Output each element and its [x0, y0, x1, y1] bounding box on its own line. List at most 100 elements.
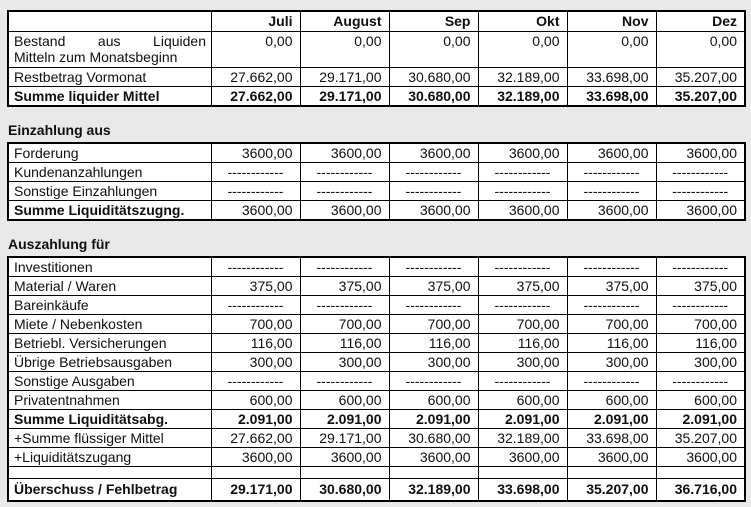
dash-cell: ------------	[388, 256, 479, 277]
value-cell: 375,00	[299, 276, 390, 296]
table-row: Summe Liquiditätsabg. 2.091,00 2.091,00 2.0…	[7, 409, 746, 429]
row-label: Miete / Nebenkosten	[7, 314, 212, 334]
dash-cell: ------------	[388, 371, 479, 391]
dash-cell: ------------	[210, 162, 301, 182]
empty-cell	[299, 466, 390, 479]
value-cell: 35.207,00	[655, 86, 746, 107]
dash-cell: ------------	[299, 162, 390, 182]
value-cell: 600,00	[566, 390, 657, 410]
value-cell: 29.171,00	[299, 428, 390, 448]
value-cell: 33.698,00	[566, 67, 657, 87]
dash-cell: ------------	[388, 295, 479, 315]
table-row: Restbetrag Vormonat 27.662,00 29.171,00 30.…	[7, 67, 746, 87]
section-title-auszahlung: Auszahlung für	[8, 236, 110, 252]
dash-cell: ------------	[388, 181, 479, 201]
value-cell: 116,00	[655, 333, 746, 353]
empty-cell	[655, 466, 746, 479]
row-label: Summe Liquiditätsabg.	[7, 409, 212, 429]
value-cell: 3600,00	[299, 142, 390, 163]
dash-cell: ------------	[566, 295, 657, 315]
value-cell: 27.662,00	[210, 86, 301, 107]
value-cell: 30.680,00	[388, 428, 479, 448]
table-row: Material / Waren 375,00 375,00 375,00 375,00…	[7, 276, 746, 296]
empty-cell	[477, 466, 568, 479]
table-row: Forderung 3600,00 3600,00 3600,00 3600,00 360…	[7, 142, 746, 163]
month-header: August	[299, 10, 390, 32]
row-label: Material / Waren	[7, 276, 212, 296]
table-row: Überschuss / Fehlbetrag 29.171,00 30.680,0…	[7, 478, 746, 502]
value-cell: 3600,00	[210, 447, 301, 467]
value-cell: 30.680,00	[388, 86, 479, 107]
outflow-table: Investitionen ------------ ------------ ---…	[7, 256, 746, 502]
dash-cell: ------------	[210, 371, 301, 391]
value-cell: 35.207,00	[655, 67, 746, 87]
empty-cell	[7, 466, 212, 479]
value-cell: 700,00	[299, 314, 390, 334]
value-cell: 300,00	[210, 352, 301, 372]
dash-cell: ------------	[655, 162, 746, 182]
dash-cell: ------------	[299, 295, 390, 315]
value-cell: 600,00	[388, 390, 479, 410]
dash-cell: ------------	[566, 256, 657, 277]
dash-cell: ------------	[299, 181, 390, 201]
empty-cell	[566, 466, 657, 479]
value-cell: 2.091,00	[299, 409, 390, 429]
value-cell: 3600,00	[477, 447, 568, 467]
month-header: Dez	[655, 10, 746, 32]
month-header: Okt	[477, 10, 568, 32]
dash-cell: ------------	[477, 371, 568, 391]
table-row: +Liquiditätszugang 3600,00 3600,00 3600,00 3…	[7, 447, 746, 467]
dash-cell: ------------	[210, 256, 301, 277]
value-cell: 33.698,00	[566, 428, 657, 448]
row-label: Forderung	[7, 142, 212, 163]
month-header: Sep	[388, 10, 479, 32]
value-cell: 700,00	[477, 314, 568, 334]
row-label: Investitionen	[7, 256, 212, 277]
dash-cell: ------------	[210, 181, 301, 201]
value-cell: 32.189,00	[477, 428, 568, 448]
value-cell: 375,00	[566, 276, 657, 296]
value-cell: 700,00	[655, 314, 746, 334]
value-cell: 3600,00	[655, 447, 746, 467]
table-row: Investitionen ------------ ------------ ---…	[7, 256, 746, 277]
value-cell: 30.680,00	[388, 67, 479, 87]
row-label: Bareinkäufe	[7, 295, 212, 315]
dash-cell: ------------	[477, 162, 568, 182]
section-title-einzahlung: Einzahlung aus	[8, 122, 111, 138]
inflow-table: Forderung 3600,00 3600,00 3600,00 3600,00 360…	[7, 142, 746, 221]
value-cell: 3600,00	[566, 142, 657, 163]
row-label: +Summe flüssiger Mittel	[7, 428, 212, 448]
dash-cell: ------------	[566, 162, 657, 182]
dash-cell: ------------	[655, 181, 746, 201]
dash-cell: ------------	[477, 295, 568, 315]
value-cell: 3600,00	[477, 200, 568, 221]
value-cell: 116,00	[477, 333, 568, 353]
value-cell: 116,00	[566, 333, 657, 353]
value-cell: 35.207,00	[655, 428, 746, 448]
liquidity-plan-page: Juli August Sep Okt Nov Dez Bestand aus Liquid…	[0, 10, 751, 507]
month-header-row: Juli August Sep Okt Nov Dez	[7, 10, 746, 32]
table-row: Privatentnahmen 600,00 600,00 600,00 600,00 6…	[7, 390, 746, 410]
value-cell: 2.091,00	[566, 409, 657, 429]
row-label: Sonstige Einzahlungen	[7, 181, 212, 201]
value-cell: 700,00	[210, 314, 301, 334]
row-label: Überschuss / Fehlbetrag	[7, 478, 212, 502]
dash-cell: ------------	[299, 371, 390, 391]
value-cell: 300,00	[388, 352, 479, 372]
value-cell: 32.189,00	[477, 86, 568, 107]
value-cell: 2.091,00	[655, 409, 746, 429]
value-cell: 0,00	[299, 31, 390, 68]
value-cell: 3600,00	[388, 447, 479, 467]
row-label: Sonstige Ausgaben	[7, 371, 212, 391]
table-row: Summe Liquiditätszugng. 3600,00 3600,00 360…	[7, 200, 746, 221]
row-label: +Liquiditätszugang	[7, 447, 212, 467]
month-header: Juli	[210, 10, 301, 32]
value-cell: 700,00	[388, 314, 479, 334]
value-cell: 32.189,00	[388, 478, 479, 502]
value-cell: 0,00	[477, 31, 568, 68]
value-cell: 32.189,00	[477, 67, 568, 87]
value-cell: 3600,00	[388, 142, 479, 163]
value-cell: 27.662,00	[210, 67, 301, 87]
value-cell: 0,00	[566, 31, 657, 68]
value-cell: 29.171,00	[299, 86, 390, 107]
